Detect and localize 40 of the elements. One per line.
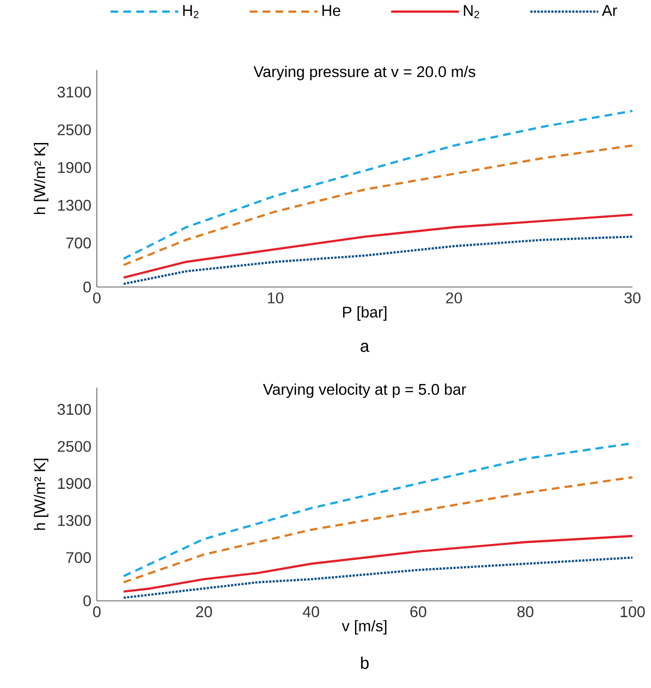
line-series — [122, 144, 634, 266]
y-tick-label: 1900 — [58, 162, 92, 174]
y-tick-label: 3100 — [58, 86, 92, 98]
text: b — [361, 656, 369, 669]
chart-title: Varying pressure at v = 20.0 m/s — [254, 66, 476, 80]
y-tick-label: 700 — [66, 238, 92, 248]
y-tick-label: 1900 — [58, 478, 92, 489]
x-tick-label: 30 — [624, 292, 641, 304]
y-tick-label: 1300 — [58, 200, 92, 211]
y-axis-title: h [W/m² K] — [34, 458, 49, 530]
text: a — [360, 342, 370, 352]
x-tick-label: 40 — [303, 606, 320, 618]
legend-label: Ar — [602, 5, 618, 16]
legend-label: He — [322, 5, 341, 16]
y-tick-label: 3100 — [58, 404, 92, 415]
y-axis-title: h [W/m² K] — [34, 143, 49, 214]
line-series — [122, 110, 634, 260]
legend-label: N$_{2}$ — [464, 5, 480, 18]
x-tick-label: 0 — [93, 606, 101, 618]
line-series — [122, 534, 634, 593]
x-tick-label: 10 — [268, 292, 284, 304]
x-tick-label: 60 — [410, 606, 426, 618]
y-tick-label: 2500 — [58, 440, 92, 452]
line-series — [122, 556, 634, 599]
line-series — [122, 236, 634, 285]
x-tick-label: 80 — [518, 606, 534, 618]
legend-label: H$_{2}$ — [183, 5, 199, 18]
x-axis-title: v [m/s] — [342, 620, 387, 635]
x-tick-label: 20 — [196, 606, 212, 618]
x-tick-label: 20 — [446, 292, 462, 304]
x-tick-label: 0 — [93, 292, 101, 304]
y-tick-label: 1300 — [58, 515, 92, 526]
y-tick-label: 0 — [84, 282, 92, 292]
y-tick-label: 700 — [66, 552, 92, 564]
y-tick-label: 0 — [84, 595, 92, 606]
chart-title: Varying velocity at p = 5.0 bar — [263, 383, 466, 398]
y-tick-label: 2500 — [58, 124, 92, 136]
x-axis-title: P [bar] — [343, 306, 387, 321]
line-series — [122, 476, 634, 584]
x-tick-label: 100 — [620, 606, 646, 618]
